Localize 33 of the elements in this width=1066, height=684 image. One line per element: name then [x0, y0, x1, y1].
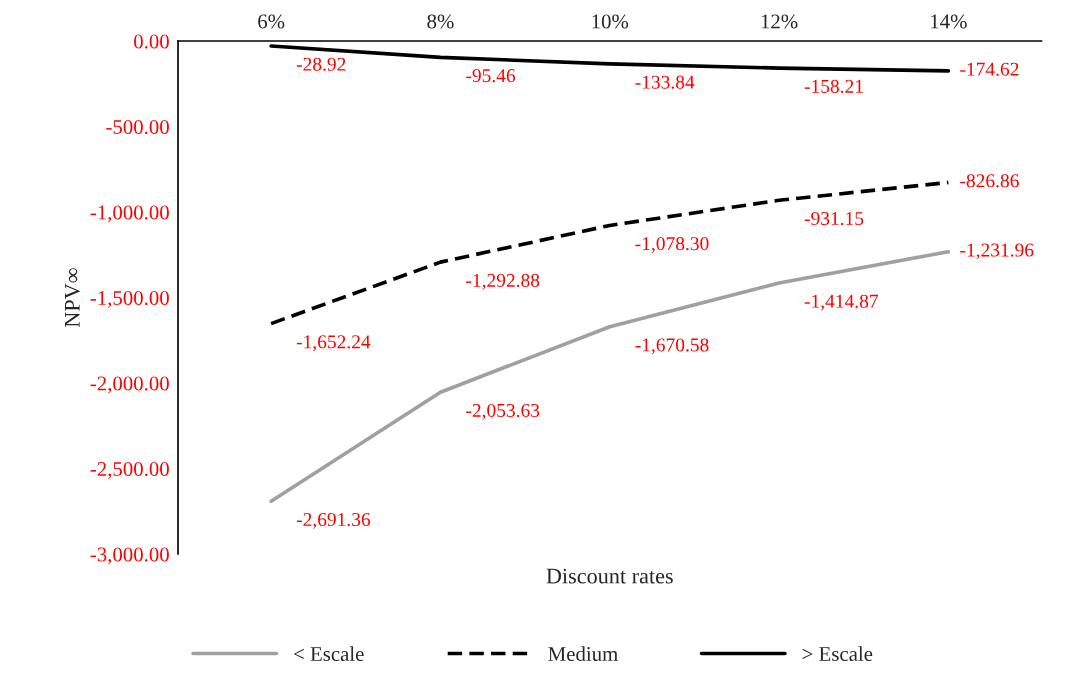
data-label: -2,053.63 — [466, 403, 540, 420]
data-label: -2,691.36 — [296, 512, 371, 529]
x-tick-label: 10% — [592, 14, 629, 29]
data-label: -1,231.96 — [960, 243, 1034, 260]
data-label: -826.86 — [960, 174, 1019, 188]
data-label: -1,670.58 — [635, 338, 709, 355]
data-label: -1,414.87 — [804, 294, 879, 311]
y-tick-label: -500.00 — [106, 119, 169, 135]
data-label: -1,292.88 — [466, 273, 540, 290]
x-tick-label: 14% — [931, 14, 967, 29]
line-series — [269, 180, 951, 326]
y-tick-label: -1,000.00 — [90, 205, 169, 223]
y-tick-label: -3,000.00 — [90, 547, 169, 565]
x-axis-title: Discount rates — [546, 568, 673, 584]
data-label: -28.92 — [296, 57, 346, 71]
data-label: -158.21 — [804, 79, 863, 93]
y-tick-label: -2,500.00 — [90, 461, 169, 479]
y-tick-label: 0.00 — [134, 34, 169, 49]
legend-label: Medium — [548, 646, 618, 662]
legend-label: < Escale — [294, 646, 364, 662]
legend-label: > Escale — [802, 646, 873, 662]
data-label: -1,078.30 — [635, 237, 709, 254]
y-axis-title: NPV∞ — [64, 268, 80, 328]
y-tick-label: -2,000.00 — [90, 376, 169, 394]
x-tick-label: 12% — [761, 14, 798, 29]
x-tick-label: 8% — [427, 14, 454, 29]
data-label: -931.15 — [804, 211, 864, 226]
y-tick-label: -1,500.00 — [90, 290, 169, 308]
data-label: -95.46 — [466, 69, 516, 83]
data-label: -1,652.24 — [296, 335, 371, 352]
x-tick-label: 6% — [258, 14, 285, 29]
data-label: -174.62 — [960, 62, 1019, 76]
data-label: -133.84 — [635, 75, 695, 89]
